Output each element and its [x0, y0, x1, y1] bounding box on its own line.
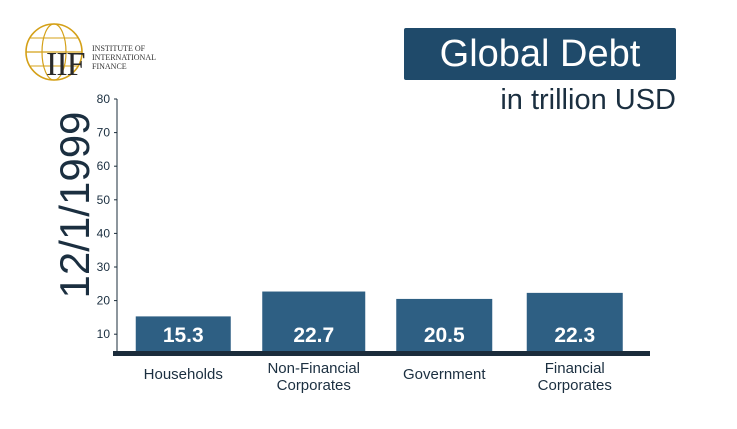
- y-tick-label: 60: [97, 159, 111, 173]
- bar: [262, 291, 366, 351]
- category-label: Government: [403, 366, 486, 383]
- bar-value-label: 20.5: [424, 324, 465, 347]
- chart-subtitle: in trillion USD: [500, 84, 676, 116]
- y-tick-label: 40: [97, 226, 111, 240]
- x-axis-baseline: [113, 351, 650, 356]
- chart-title: Global Debt: [404, 28, 676, 80]
- bar: [135, 316, 231, 351]
- logo-text-line2: International: [92, 53, 156, 62]
- category-label: Non-Financial: [267, 360, 360, 377]
- bar-value-label: 15.3: [163, 324, 204, 347]
- y-tick-label: 80: [97, 92, 111, 106]
- bar-value-label: 22.7: [293, 324, 334, 347]
- category-label: Corporates: [538, 377, 612, 394]
- y-tick-label: 10: [97, 327, 111, 341]
- logo-text: Institute of International Finance: [92, 44, 172, 71]
- category-label: Financial: [545, 360, 605, 377]
- y-tick-label: 30: [97, 260, 111, 274]
- y-tick-label: 50: [97, 193, 111, 207]
- bar-value-label: 22.3: [554, 324, 595, 347]
- y-tick-label: 70: [97, 126, 111, 140]
- globe-icon: [25, 23, 83, 81]
- y-tick-label: 20: [97, 294, 111, 308]
- iif-logo: IIF Institute of International Finance: [20, 18, 170, 88]
- bar: [526, 292, 623, 351]
- category-label: Corporates: [277, 377, 351, 394]
- logo-mark: IIF: [46, 46, 86, 83]
- logo-text-line3: Finance: [92, 62, 127, 71]
- logo-text-line1: Institute of: [92, 44, 146, 53]
- category-label: Households: [144, 366, 223, 383]
- bar: [396, 298, 493, 351]
